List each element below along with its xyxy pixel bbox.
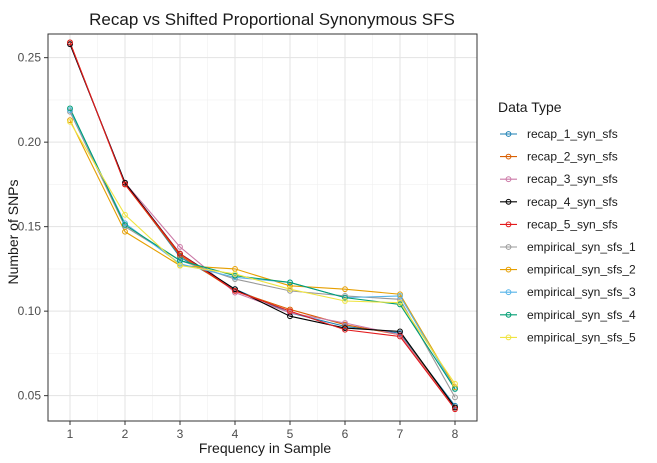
x-tick-label: 1 xyxy=(67,427,74,441)
legend-label: recap_4_syn_sfs xyxy=(527,195,618,209)
legend-key-point xyxy=(505,244,512,250)
data-point-empirical_syn_sfs_5 xyxy=(342,298,348,304)
y-tick-label: 0.05 xyxy=(18,389,42,403)
data-point-empirical_syn_sfs_2 xyxy=(397,291,403,298)
legend-label: empirical_syn_sfs_5 xyxy=(527,330,636,344)
legend-label: empirical_syn_sfs_2 xyxy=(527,263,636,277)
data-point-recap_3_syn_sfs xyxy=(287,309,293,316)
x-tick-label: 5 xyxy=(287,427,294,441)
data-point-empirical_syn_sfs_1 xyxy=(452,394,458,401)
data-point-empirical_syn_sfs_5 xyxy=(177,262,183,269)
y-tick-label: 0.15 xyxy=(18,220,42,234)
data-point-empirical_syn_sfs_3 xyxy=(397,293,403,299)
data-point-empirical_syn_sfs_4 xyxy=(232,272,238,279)
data-point-recap_4_syn_sfs xyxy=(67,41,73,48)
data-point-recap_4_syn_sfs xyxy=(342,325,348,331)
series-line-empirical_syn_sfs_2 xyxy=(69,119,456,388)
legend-key-point xyxy=(505,131,512,137)
legend-key-point xyxy=(505,266,512,273)
y-tick-label: 0.20 xyxy=(18,135,42,149)
data-point-empirical_syn_sfs_5 xyxy=(452,380,458,387)
data-point-recap_5_syn_sfs xyxy=(287,308,293,315)
data-point-empirical_syn_sfs_2 xyxy=(122,228,128,235)
plot-panel: 1 2 3 4 5 6 7 8 0.05 0.10 0.15 0.20 0.25 xyxy=(18,33,478,441)
data-point-recap_1_syn_sfs xyxy=(342,323,348,330)
data-point-recap_5_syn_sfs xyxy=(232,287,238,294)
legend-label: recap_2_syn_sfs xyxy=(527,150,618,164)
legend-key-point xyxy=(505,289,512,296)
data-point-recap_4_syn_sfs xyxy=(122,179,128,186)
data-point-empirical_syn_sfs_2 xyxy=(452,384,458,391)
data-point-recap_3_syn_sfs xyxy=(397,331,403,338)
data-point-recap_5_syn_sfs xyxy=(67,39,73,46)
data-point-empirical_syn_sfs_4 xyxy=(342,294,348,301)
legend-label: recap_5_syn_sfs xyxy=(527,217,618,231)
data-point-recap_1_syn_sfs xyxy=(452,402,458,409)
legend: Data Type recap_1_syn_sfs recap_2_syn_sfs… xyxy=(498,99,636,344)
legend-key-point xyxy=(505,334,512,341)
y-tick-label: 0.25 xyxy=(18,51,42,65)
legend-key-point xyxy=(505,221,512,228)
data-point-empirical_syn_sfs_4 xyxy=(122,222,128,228)
data-point-recap_1_syn_sfs xyxy=(177,254,183,260)
data-point-empirical_syn_sfs_2 xyxy=(67,117,73,124)
data-point-recap_5_syn_sfs xyxy=(342,326,348,333)
x-tick-label: 8 xyxy=(452,427,459,441)
data-point-empirical_syn_sfs_3 xyxy=(67,107,73,113)
data-point-recap_5_syn_sfs xyxy=(397,333,403,340)
x-tick-label: 3 xyxy=(177,427,184,441)
data-point-recap_4_syn_sfs xyxy=(232,286,238,293)
series-line-empirical_syn_sfs_3 xyxy=(69,109,456,390)
data-point-recap_4_syn_sfs xyxy=(452,404,458,411)
data-point-empirical_syn_sfs_4 xyxy=(287,279,293,286)
x-tick-label: 2 xyxy=(122,427,129,441)
data-point-empirical_syn_sfs_3 xyxy=(232,274,238,281)
series-line-recap_4_syn_sfs xyxy=(69,43,456,408)
series-line-recap_5_syn_sfs xyxy=(69,42,456,410)
legend-label: recap_1_syn_sfs xyxy=(527,127,618,141)
series-line-empirical_syn_sfs_1 xyxy=(69,111,456,398)
legend-label: recap_3_syn_sfs xyxy=(527,172,618,186)
x-tick-label: 6 xyxy=(342,427,349,441)
data-point-recap_3_syn_sfs xyxy=(232,289,238,296)
data-point-recap_2_syn_sfs xyxy=(287,306,293,313)
data-point-empirical_syn_sfs_4 xyxy=(397,301,403,308)
series-line-empirical_syn_sfs_5 xyxy=(69,121,456,385)
y-axis-title: Number of SNPs xyxy=(5,179,21,284)
legend-key-point xyxy=(505,198,512,205)
legend-key-point xyxy=(505,311,512,318)
chart-title: Recap vs Shifted Proportional Synonymous… xyxy=(89,10,455,29)
data-point-empirical_syn_sfs_5 xyxy=(67,118,73,125)
data-point-empirical_syn_sfs_3 xyxy=(177,260,183,267)
data-point-recap_5_syn_sfs xyxy=(177,250,183,257)
data-point-empirical_syn_sfs_5 xyxy=(287,286,293,293)
data-point-recap_1_syn_sfs xyxy=(397,330,403,337)
x-tick-label: 7 xyxy=(397,427,404,441)
data-point-recap_5_syn_sfs xyxy=(122,181,128,188)
x-tick-label: 4 xyxy=(232,427,239,441)
legend-key-point xyxy=(505,176,512,183)
y-tick-label: 0.10 xyxy=(18,304,42,318)
data-point-empirical_syn_sfs_3 xyxy=(122,220,128,227)
data-point-empirical_syn_sfs_5 xyxy=(397,299,403,306)
data-point-empirical_syn_sfs_4 xyxy=(67,105,73,112)
legend-key-point xyxy=(505,153,512,160)
data-point-recap_5_syn_sfs xyxy=(452,406,458,413)
data-point-empirical_syn_sfs_1 xyxy=(67,108,73,115)
data-point-empirical_syn_sfs_5 xyxy=(232,271,238,277)
data-point-empirical_syn_sfs_5 xyxy=(122,211,128,218)
legend-label: empirical_syn_sfs_4 xyxy=(527,308,636,322)
plot-border xyxy=(47,33,478,422)
series-line-empirical_syn_sfs_4 xyxy=(69,108,456,390)
x-axis-title: Frequency in Sample xyxy=(199,440,332,456)
data-point-recap_3_syn_sfs xyxy=(177,244,183,250)
data-point-empirical_syn_sfs_2 xyxy=(287,282,293,289)
legend-title: Data Type xyxy=(498,99,562,115)
legend-label: empirical_syn_sfs_1 xyxy=(527,240,636,254)
legend-label: empirical_syn_sfs_3 xyxy=(527,285,636,299)
data-point-empirical_syn_sfs_2 xyxy=(342,286,348,293)
